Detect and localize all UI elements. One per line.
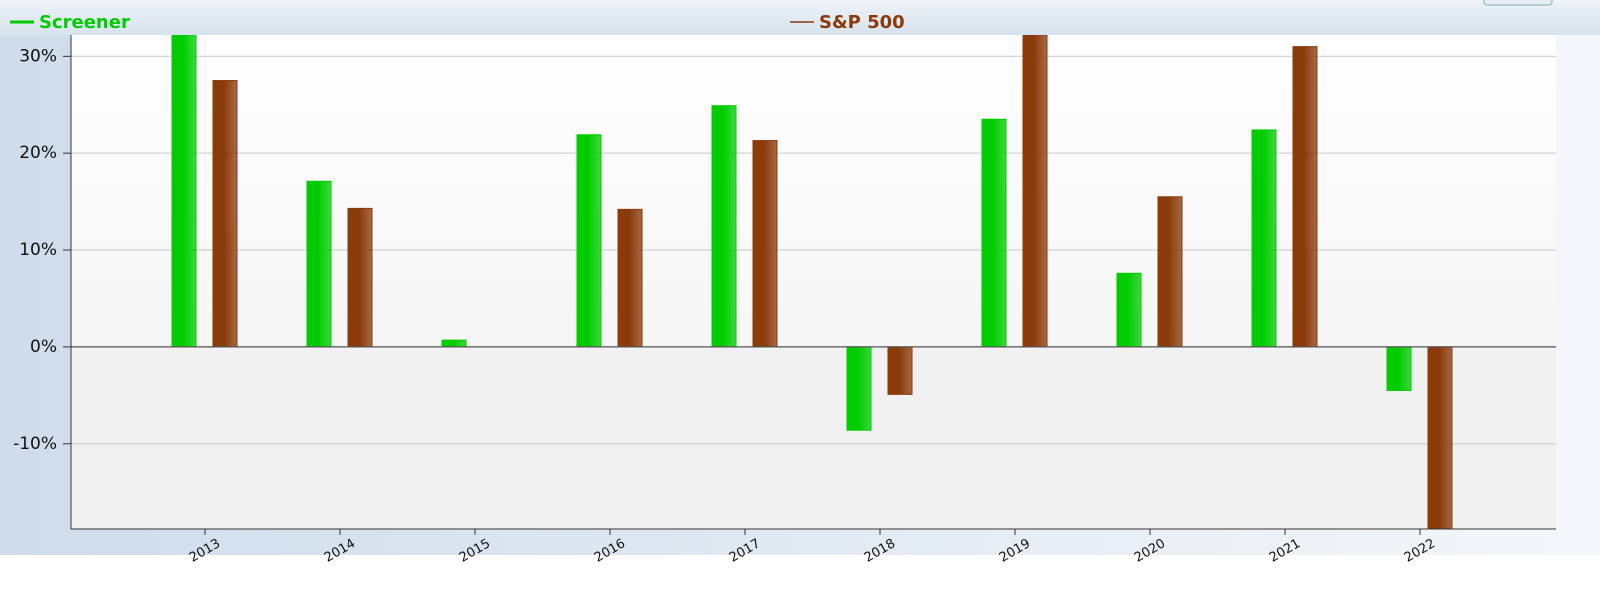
bar xyxy=(1386,346,1412,391)
y-tick-label: 20% xyxy=(19,143,57,163)
bar xyxy=(347,207,373,348)
bar xyxy=(1251,129,1277,348)
bar xyxy=(617,208,643,348)
legend-label: Screener xyxy=(39,12,130,33)
bar xyxy=(576,134,602,348)
legend-strip xyxy=(0,0,1600,35)
y-tick-label: 30% xyxy=(19,46,57,66)
y-tick-label: -10% xyxy=(13,434,57,454)
y-tick-label: 0% xyxy=(30,337,57,357)
bar xyxy=(1427,346,1453,529)
legend: Screener S&P 500 xyxy=(10,12,905,33)
bar xyxy=(1116,272,1142,348)
bar xyxy=(887,346,913,395)
button[interactable] xyxy=(1483,0,1553,6)
bar xyxy=(171,35,197,348)
bar xyxy=(441,339,467,348)
negative-region xyxy=(71,346,1556,529)
bars xyxy=(171,35,1453,529)
bar xyxy=(1157,196,1183,348)
bar xyxy=(212,80,238,348)
footer xyxy=(0,555,1600,586)
bar xyxy=(1022,35,1048,348)
bar xyxy=(306,180,332,348)
bar xyxy=(1292,46,1318,348)
legend-label: S&P 500 xyxy=(819,12,905,33)
y-tick-label: 10% xyxy=(19,240,57,260)
bar xyxy=(981,118,1007,348)
bar xyxy=(711,105,737,348)
bar xyxy=(846,346,872,431)
bar xyxy=(752,140,778,348)
